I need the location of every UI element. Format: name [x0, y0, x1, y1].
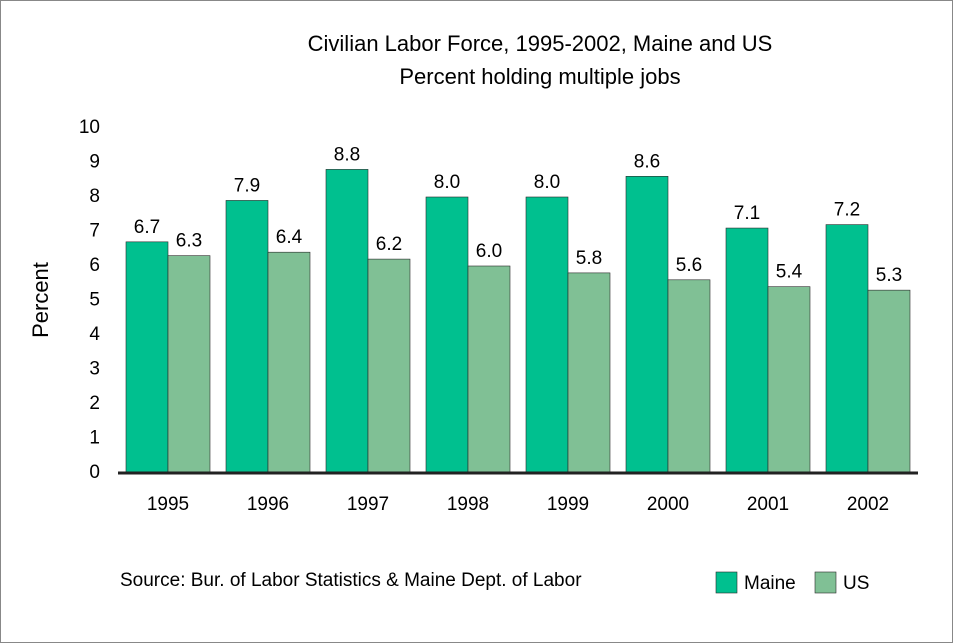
bar — [367, 258, 411, 474]
bar — [125, 241, 169, 474]
bar — [767, 286, 811, 474]
data-label: 6.0 — [476, 241, 502, 262]
bar — [425, 196, 469, 474]
y-tick-label: 9 — [89, 152, 100, 173]
x-tick-label: 2002 — [847, 494, 889, 515]
data-label: 8.6 — [634, 151, 660, 172]
data-label: 7.1 — [734, 203, 760, 224]
bar — [867, 289, 911, 474]
legend-swatch — [715, 571, 738, 594]
bar — [225, 200, 269, 474]
legend-label: Maine — [744, 573, 796, 594]
data-label: 6.2 — [376, 234, 402, 255]
bar — [667, 279, 711, 474]
x-tick-label: 1999 — [547, 494, 589, 515]
data-label: 5.6 — [676, 255, 702, 276]
y-tick-label: 7 — [89, 221, 100, 242]
bar — [267, 251, 311, 474]
bar — [625, 176, 669, 474]
data-label: 7.9 — [234, 175, 260, 196]
x-tick-label: 2001 — [747, 494, 789, 515]
chart-title: Civilian Labor Force, 1995-2002, Maine a… — [308, 31, 773, 56]
legend-swatch — [814, 571, 837, 594]
bar — [467, 265, 511, 474]
y-tick-label: 1 — [89, 428, 100, 449]
x-tick-label: 1995 — [147, 494, 189, 515]
bar — [567, 272, 611, 474]
data-label: 5.8 — [576, 248, 602, 269]
bar — [525, 196, 569, 474]
y-tick-label: 2 — [89, 393, 100, 414]
y-axis-label: Percent — [28, 262, 53, 338]
source-note: Source: Bur. of Labor Statistics & Maine… — [120, 570, 582, 591]
chart-subtitle: Percent holding multiple jobs — [399, 64, 680, 89]
y-tick-label: 5 — [89, 290, 100, 311]
data-label: 8.0 — [534, 172, 560, 193]
bar — [725, 227, 769, 474]
data-label: 5.4 — [776, 262, 803, 283]
y-tick-label: 0 — [89, 462, 100, 483]
data-label: 8.0 — [434, 172, 460, 193]
x-tick-label: 1997 — [347, 494, 389, 515]
data-label: 7.2 — [834, 200, 860, 221]
x-tick-label: 1996 — [247, 494, 289, 515]
y-tick-label: 10 — [79, 117, 100, 138]
data-label: 8.8 — [334, 144, 360, 165]
x-tick-label: 2000 — [647, 494, 689, 515]
bar — [325, 169, 369, 474]
bar — [825, 224, 869, 474]
y-tick-label: 8 — [89, 186, 100, 207]
data-label: 6.4 — [276, 227, 303, 248]
bar — [167, 255, 211, 474]
y-tick-label: 3 — [89, 359, 100, 380]
x-tick-label: 1998 — [447, 494, 489, 515]
y-tick-label: 6 — [89, 255, 100, 276]
data-label: 6.7 — [134, 217, 160, 238]
data-label: 5.3 — [876, 265, 902, 286]
y-tick-label: 4 — [89, 324, 100, 345]
data-label: 6.3 — [176, 231, 202, 252]
legend-label: US — [843, 573, 869, 594]
